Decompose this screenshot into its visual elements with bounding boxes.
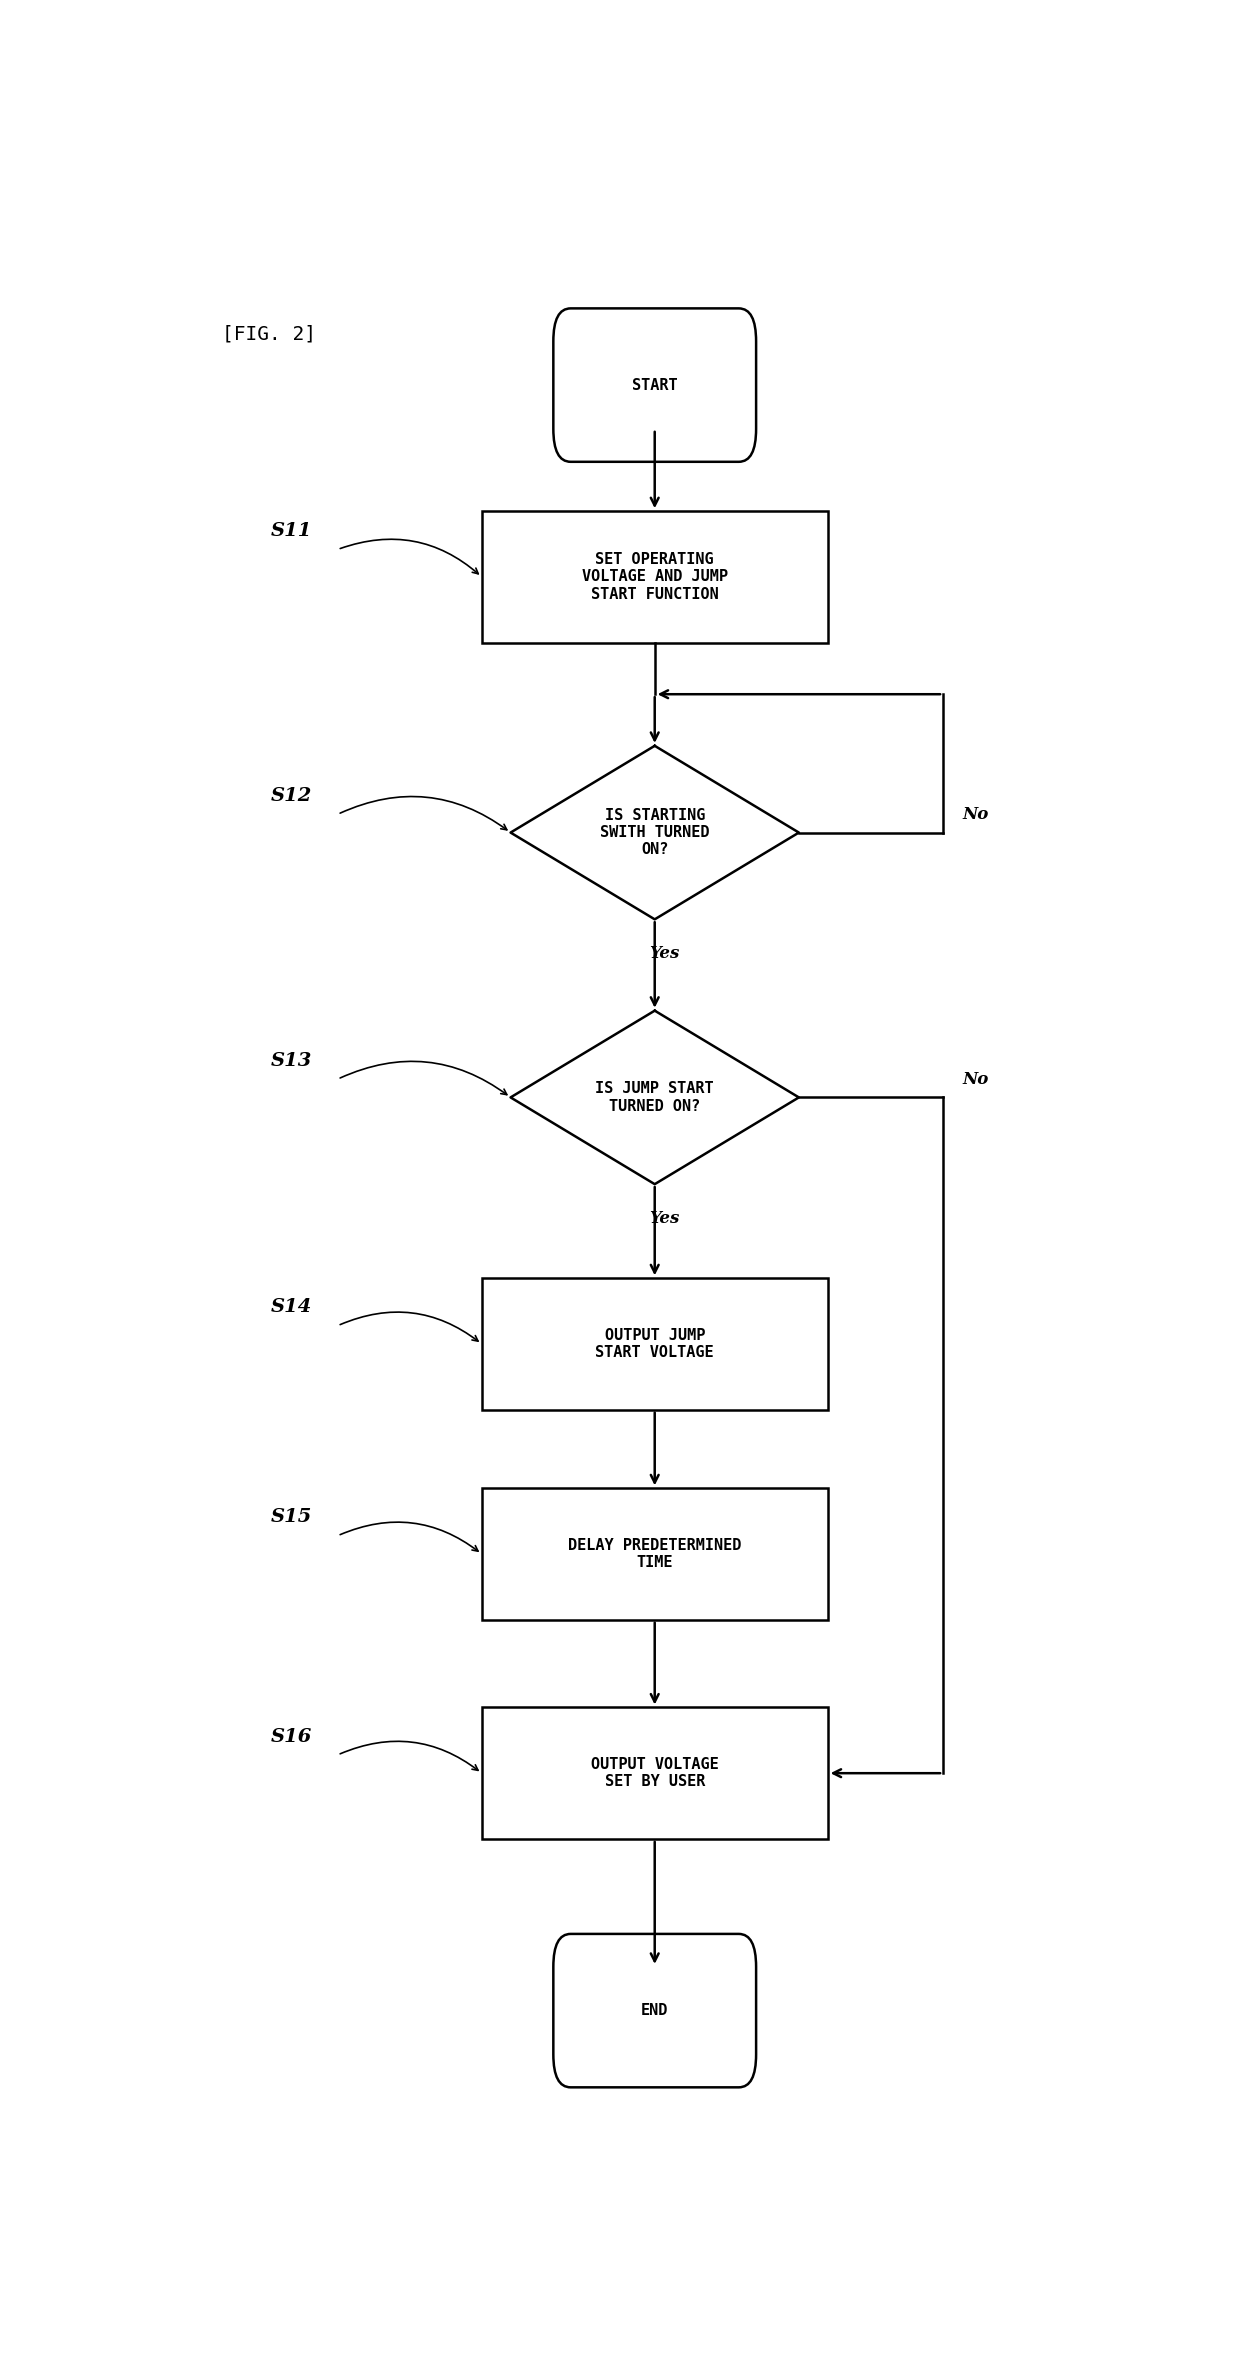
Text: DELAY PREDETERMINED
TIME: DELAY PREDETERMINED TIME [568, 1537, 742, 1570]
Bar [481, 1279, 828, 1409]
Polygon shape [511, 1010, 799, 1184]
Text: START: START [632, 377, 677, 394]
Text: No: No [962, 806, 988, 823]
Text: Yes: Yes [650, 1210, 680, 1226]
Text: S13: S13 [270, 1051, 311, 1070]
Text: Yes: Yes [650, 944, 680, 963]
Text: OUTPUT JUMP
START VOLTAGE: OUTPUT JUMP START VOLTAGE [595, 1328, 714, 1359]
Text: S11: S11 [270, 522, 311, 541]
FancyBboxPatch shape [553, 308, 756, 463]
Bar [481, 1708, 828, 1838]
Text: S15: S15 [270, 1509, 311, 1528]
Text: IS JUMP START
TURNED ON?: IS JUMP START TURNED ON? [595, 1082, 714, 1112]
Bar [481, 510, 828, 643]
Bar [481, 1487, 828, 1620]
Text: END: END [641, 2002, 668, 2019]
Text: IS STARTING
SWITH TURNED
ON?: IS STARTING SWITH TURNED ON? [600, 809, 709, 856]
Text: No: No [962, 1070, 988, 1089]
Text: S14: S14 [270, 1297, 311, 1316]
Text: SET OPERATING
VOLTAGE AND JUMP
START FUNCTION: SET OPERATING VOLTAGE AND JUMP START FUN… [582, 553, 728, 602]
Text: S12: S12 [270, 788, 311, 804]
Text: [FIG. 2]: [FIG. 2] [222, 325, 316, 344]
Text: S16: S16 [270, 1727, 311, 1746]
FancyBboxPatch shape [553, 1933, 756, 2087]
Text: OUTPUT VOLTAGE
SET BY USER: OUTPUT VOLTAGE SET BY USER [590, 1758, 719, 1788]
Polygon shape [511, 745, 799, 920]
